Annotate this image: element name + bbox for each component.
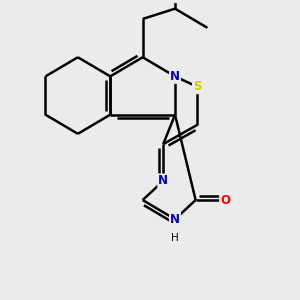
Text: N: N [170, 70, 180, 83]
Text: N: N [170, 213, 180, 226]
Text: O: O [220, 194, 230, 207]
Text: S: S [193, 80, 201, 93]
Text: H: H [171, 233, 179, 243]
Text: N: N [158, 174, 168, 188]
